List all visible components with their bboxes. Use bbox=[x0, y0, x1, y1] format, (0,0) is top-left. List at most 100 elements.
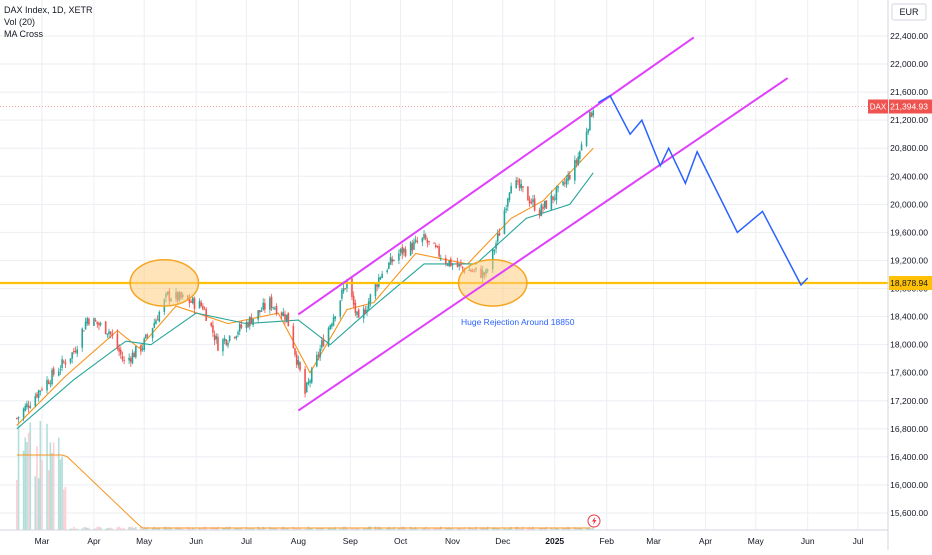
candle-body bbox=[71, 352, 73, 359]
volume-bar bbox=[238, 528, 241, 530]
price-tick-label: 15,600.00 bbox=[890, 508, 928, 518]
volume-bar bbox=[22, 450, 25, 530]
candle-body bbox=[118, 347, 120, 352]
rejection-annotation[interactable]: Huge Rejection Around 18850 bbox=[461, 317, 575, 327]
candle-body bbox=[423, 234, 425, 239]
candle-body bbox=[458, 264, 461, 267]
candle-body bbox=[235, 335, 238, 339]
currency-label[interactable]: EUR bbox=[899, 7, 919, 17]
volume-bar bbox=[334, 527, 337, 530]
candle-body bbox=[321, 340, 323, 348]
volume-bar bbox=[260, 528, 263, 530]
candle-body bbox=[393, 260, 395, 262]
last-price-tag-box bbox=[868, 99, 888, 114]
candle-body bbox=[533, 198, 536, 211]
volume-bar bbox=[569, 527, 571, 530]
candle-body bbox=[153, 323, 156, 328]
candle-body bbox=[84, 321, 87, 330]
volume-bar bbox=[34, 476, 37, 530]
candle-body bbox=[520, 184, 523, 189]
candle-body bbox=[205, 309, 208, 321]
candle-body bbox=[438, 246, 440, 257]
ma-cross-indicator-label[interactable]: MA Cross bbox=[4, 29, 44, 39]
price-tick-label: 18,400.00 bbox=[890, 312, 928, 322]
price-tick-label: 21,600.00 bbox=[890, 87, 928, 97]
candle-body bbox=[41, 389, 43, 391]
price-tick-label: 19,600.00 bbox=[890, 227, 928, 237]
candle-body bbox=[434, 245, 437, 248]
channel-upper-line[interactable] bbox=[297, 36, 695, 316]
volume-bar bbox=[143, 527, 146, 530]
currency-box[interactable] bbox=[891, 3, 927, 21]
candle-body bbox=[275, 306, 278, 315]
last-price-value: 21,394.93 bbox=[890, 102, 928, 112]
candle-body bbox=[294, 348, 296, 355]
price-axis[interactable] bbox=[888, 0, 932, 550]
volume-bar bbox=[47, 470, 50, 530]
drawings-layer[interactable]: Huge Rejection Around 18850 bbox=[0, 36, 888, 528]
price-tick-label: 20,800.00 bbox=[890, 143, 928, 153]
volume-bar bbox=[331, 528, 333, 530]
volume-bar bbox=[83, 527, 85, 530]
candle-body bbox=[260, 310, 263, 312]
candle-body bbox=[518, 179, 521, 189]
candle-body bbox=[319, 348, 321, 358]
candle-body bbox=[94, 319, 97, 322]
candle-body bbox=[327, 328, 330, 347]
volume-bar bbox=[188, 527, 191, 530]
candle-body bbox=[550, 195, 553, 210]
volume-bar bbox=[346, 528, 348, 530]
volume-bar bbox=[69, 528, 72, 530]
candle-body bbox=[381, 273, 383, 279]
volume-bar bbox=[304, 528, 306, 530]
volume-bar bbox=[108, 528, 110, 530]
highlight-circle[interactable] bbox=[129, 259, 200, 307]
highlight-circle[interactable] bbox=[457, 259, 528, 307]
volume-bar bbox=[181, 528, 184, 530]
volume-bar bbox=[297, 528, 300, 530]
candle-body bbox=[128, 357, 130, 361]
candle-body bbox=[317, 354, 320, 357]
candle-body bbox=[461, 266, 464, 269]
projection-path[interactable] bbox=[597, 94, 809, 287]
candle-body bbox=[451, 264, 454, 266]
volume-bar bbox=[393, 527, 395, 530]
volume-bar bbox=[379, 527, 382, 530]
volume-bar bbox=[275, 527, 278, 530]
candle-body bbox=[351, 278, 353, 297]
candle-body bbox=[98, 323, 100, 326]
volume-bar bbox=[131, 527, 134, 530]
candle-body bbox=[542, 206, 544, 209]
chart-legend[interactable]: DAX Index, 1D, XETR Vol (20) MA Cross bbox=[4, 4, 93, 40]
candle-body bbox=[57, 371, 60, 376]
candle-body bbox=[366, 309, 368, 313]
candle-body bbox=[248, 317, 251, 327]
volume-indicator-label[interactable]: Vol (20) bbox=[4, 17, 36, 27]
candle-body bbox=[295, 354, 298, 365]
candle-body bbox=[339, 300, 342, 317]
candle-body bbox=[522, 186, 524, 188]
volume-bar bbox=[190, 528, 192, 530]
volume-bar bbox=[436, 528, 439, 530]
candle-body bbox=[27, 405, 30, 408]
volume-bar bbox=[495, 527, 497, 530]
volume-bar bbox=[341, 528, 343, 530]
candle-body bbox=[96, 321, 99, 325]
volume-bars bbox=[16, 421, 595, 530]
volume-bar bbox=[166, 528, 169, 530]
candle-body bbox=[517, 180, 519, 182]
candle-body bbox=[305, 382, 308, 393]
price-tick-label: 20,400.00 bbox=[890, 171, 928, 181]
candle-body bbox=[299, 362, 301, 371]
volume-bar bbox=[104, 528, 107, 530]
channel-lower-line[interactable] bbox=[297, 77, 789, 412]
symbol-title[interactable]: DAX Index, 1D, XETR bbox=[4, 5, 93, 15]
candle-body bbox=[29, 406, 32, 408]
volume-bar bbox=[503, 527, 506, 530]
candle-body bbox=[274, 308, 276, 310]
volume-bar bbox=[51, 453, 53, 530]
volume-bar bbox=[109, 527, 112, 530]
volume-bar bbox=[26, 442, 28, 530]
